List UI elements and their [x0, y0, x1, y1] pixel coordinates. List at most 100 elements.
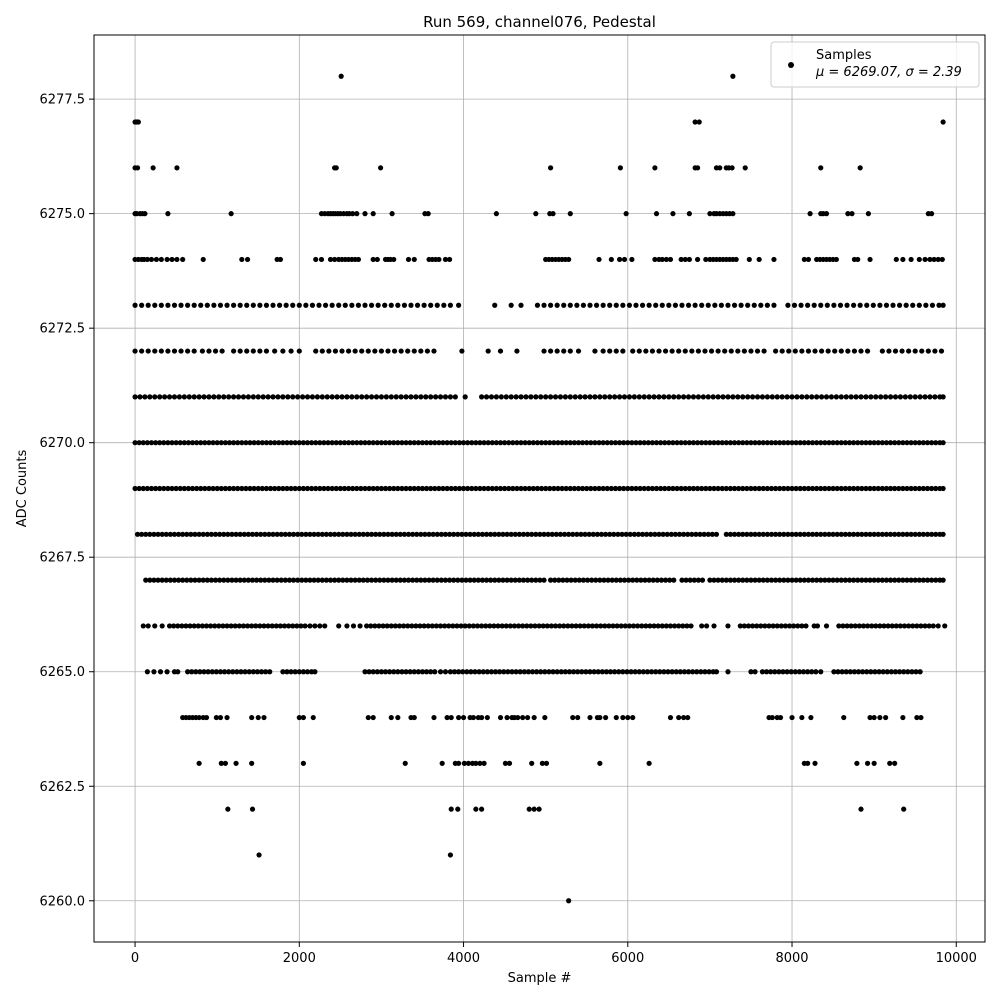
sample-point — [399, 485, 405, 492]
sample-point — [196, 394, 202, 400]
sample-point — [690, 440, 697, 446]
sample-point — [785, 440, 791, 446]
sample-point — [703, 485, 709, 492]
sample-point — [685, 302, 692, 308]
sample-point — [607, 302, 613, 308]
sample-point — [520, 714, 526, 721]
sample-point — [315, 531, 321, 537]
sample-point — [166, 623, 173, 629]
sample-point — [240, 623, 247, 629]
sample-point — [426, 531, 432, 537]
sample-point — [733, 256, 739, 263]
sample-point — [799, 623, 805, 629]
sample-point — [385, 531, 391, 537]
sample-point — [536, 623, 542, 629]
sample-point — [380, 623, 386, 629]
sample-point — [470, 623, 476, 629]
sample-point — [644, 669, 651, 675]
sample-point — [352, 577, 358, 583]
scatter-points — [132, 73, 948, 904]
sample-point — [186, 394, 192, 400]
sample-point — [399, 440, 405, 446]
sample-point — [914, 714, 920, 721]
sample-point — [280, 485, 286, 492]
sample-point — [350, 485, 356, 492]
sample-point — [370, 714, 376, 721]
sample-point — [216, 394, 222, 400]
sample-point — [250, 348, 256, 354]
sample-point — [430, 531, 436, 537]
sample-point — [636, 348, 642, 354]
sample-point — [329, 302, 335, 308]
sample-point — [236, 623, 242, 629]
sample-point — [460, 714, 467, 721]
adc-band-6275 — [132, 211, 935, 217]
adc-band-6271 — [132, 394, 946, 400]
sample-point — [222, 440, 228, 446]
sample-point — [139, 302, 145, 308]
sample-point — [218, 440, 224, 446]
sample-point — [419, 669, 426, 675]
sample-point — [781, 485, 787, 492]
sample-point — [793, 485, 799, 492]
sample-point — [867, 531, 873, 537]
sample-point — [929, 302, 936, 308]
sample-point — [157, 669, 164, 675]
sample-point — [534, 440, 541, 446]
sample-point — [922, 394, 928, 400]
sample-point — [493, 440, 499, 446]
sample-point — [286, 531, 293, 537]
sample-point — [884, 669, 890, 675]
sample-point — [327, 531, 334, 537]
sample-point — [670, 440, 676, 446]
sample-point — [529, 760, 535, 766]
sample-point — [923, 302, 929, 308]
sample-point — [381, 531, 387, 537]
sample-point — [357, 623, 363, 629]
sample-point — [437, 623, 444, 629]
sample-point — [530, 485, 536, 492]
sample-point — [762, 623, 768, 629]
sample-point — [437, 394, 444, 400]
sample-point — [414, 531, 420, 537]
sample-point — [151, 577, 157, 583]
sample-point — [551, 485, 557, 492]
sample-point — [479, 806, 485, 812]
sample-point — [735, 348, 741, 354]
sample-point — [842, 531, 848, 537]
sample-point — [174, 165, 180, 171]
sample-point — [284, 440, 290, 446]
sample-point — [604, 485, 610, 492]
sample-point — [212, 577, 219, 583]
sample-point — [561, 531, 568, 537]
sample-point — [244, 302, 250, 308]
sample-point — [385, 348, 391, 354]
y-tick-label: 6270.0 — [40, 436, 86, 451]
sample-point — [140, 440, 146, 446]
sample-point — [881, 623, 887, 629]
sample-point — [377, 531, 383, 537]
sample-point — [908, 577, 914, 583]
sample-point — [473, 760, 479, 766]
sample-point — [276, 302, 283, 308]
sample-point — [245, 394, 251, 400]
sample-point — [142, 394, 148, 400]
sample-point — [455, 577, 461, 583]
sample-point — [334, 394, 340, 400]
sample-point — [204, 531, 210, 537]
sample-point — [514, 485, 520, 492]
sample-point — [332, 577, 338, 583]
sample-point — [512, 577, 518, 583]
sample-point — [912, 577, 918, 583]
sample-point — [366, 440, 372, 446]
sample-point — [621, 256, 628, 263]
sample-point — [686, 256, 692, 263]
sample-point — [432, 669, 438, 675]
chart-title: Run 569, channel076, Pedestal — [423, 13, 656, 31]
sample-point — [313, 348, 319, 354]
sample-point — [805, 256, 812, 263]
sample-point — [299, 394, 306, 400]
sample-point — [280, 394, 286, 400]
sample-point — [421, 302, 427, 308]
sample-point — [364, 623, 370, 629]
